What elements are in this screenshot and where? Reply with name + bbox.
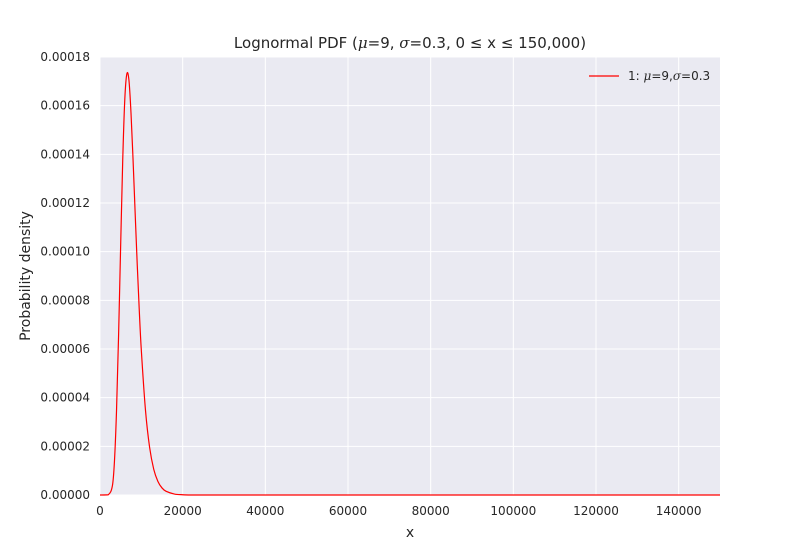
series-layer [99,71,720,496]
x-tick-label: 0 [96,504,104,518]
series-line-0 [99,71,720,496]
x-tick-label: 60000 [329,504,367,518]
y-tick-label: 0.00004 [40,391,90,405]
x-tick-label: 20000 [164,504,202,518]
x-axis-label: x [406,525,414,541]
x-tick-label: 80000 [412,504,450,518]
y-tick-label: 0.00018 [40,50,90,64]
x-tick-label: 40000 [246,504,284,518]
y-tick-label: 0.00012 [40,196,90,210]
y-tick-label: 0.00008 [40,293,90,307]
y-tick-label: 0.00002 [40,439,90,453]
plot-area-background [100,57,720,495]
x-tick-label: 140000 [656,504,702,518]
x-tick-label: 100000 [490,504,536,518]
y-tick-labels: 0.00000 0.00002 0.00004 0.00006 0.00008 0.000… [40,50,90,502]
x-tick-label: 120000 [573,504,619,518]
chart-title: Lognormal PDF (μ=9, σ=0.3, 0 ≤ x ≤ 150,0… [234,34,586,52]
x-tick-labels: 0 20000 40000 60000 80000 100000 120000 140000 [96,504,701,518]
y-tick-label: 0.00006 [40,342,90,356]
legend-entry-label: 1: μ=9,σ=0.3 [628,69,710,83]
y-axis-label: Probability density [18,211,34,341]
y-tick-label: 0.00014 [40,147,90,161]
y-tick-label: 0.00010 [40,245,90,259]
legend: 1: μ=9,σ=0.3 [589,69,710,83]
y-tick-label: 0.00000 [40,488,90,502]
y-tick-label: 0.00016 [40,99,90,113]
grid-lines [99,56,720,496]
